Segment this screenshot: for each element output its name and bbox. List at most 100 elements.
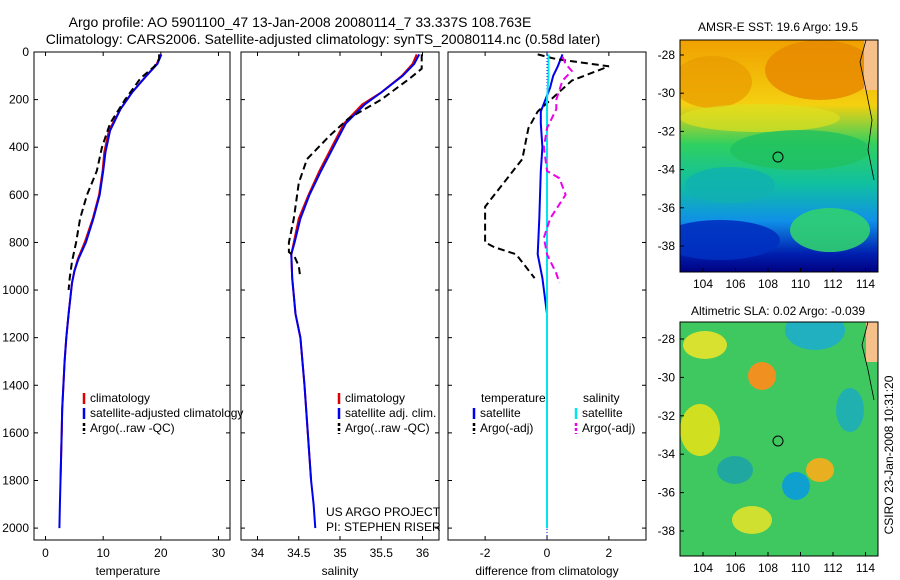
- difference-xtick-label: 0: [544, 546, 551, 560]
- difference-xlabel: difference from climatology: [475, 564, 618, 578]
- difference-xtick-label: 2: [606, 546, 613, 560]
- sla-high-2: [748, 362, 776, 390]
- sla-map-field: [680, 322, 878, 556]
- sst-lon-label: 112: [823, 277, 842, 291]
- sst-coastline: [859, 40, 875, 181]
- sla-map-ticks: 104 106 108 110 112 114 -28 -30 -32 -34 -36 -38: [658, 332, 876, 575]
- temperature-legend-item: satellite-adjusted climatology: [90, 406, 243, 420]
- temperature-plot-frame: [33, 51, 231, 541]
- sla-map-panel: Altimetric SLA: 0.02 Argo: -0.039 104 106…: [658, 304, 879, 575]
- temperature-ytick-label: 1000: [2, 283, 29, 297]
- difference-legend-item: Argo(-adj): [480, 421, 533, 435]
- sla-map-title: Altimetric SLA: 0.02 Argo: -0.039: [691, 304, 865, 318]
- sla-high-3: [680, 404, 720, 456]
- sla-high-4: [806, 458, 834, 482]
- temperature-ytick-label: 1200: [2, 331, 29, 345]
- sst-lon-label: 106: [725, 277, 745, 291]
- sst-argo-marker: [772, 151, 784, 163]
- figure-title-line2: Climatology: CARS2006. Satellite-adjuste…: [46, 31, 601, 47]
- sst-map-frame: [679, 39, 879, 273]
- sla-argo-marker: [772, 435, 784, 447]
- salinity-series-sat: [290, 53, 421, 529]
- pi-annotation: PI: STEPHEN RISER: [326, 520, 441, 534]
- temperature-ytick-label: 800: [9, 235, 29, 249]
- temperature-ytick-label: 1600: [2, 426, 29, 440]
- salinity-axes: 34 34.5 35 35.5 36: [241, 51, 439, 560]
- difference-legend-header: salinity: [583, 391, 620, 405]
- sst-yellow-band: [680, 104, 840, 132]
- sst-map-ticks: 104 106 108 110 112 114 -28 -30 -32 -34 -36 -38: [658, 48, 876, 291]
- temperature-xtick-label: 20: [154, 546, 168, 560]
- difference-legend: temperaturesatelliteArgo(-adj)salinitysa…: [472, 391, 635, 435]
- temperature-ytick-label: 200: [9, 93, 29, 107]
- sst-lon-label: 108: [758, 277, 778, 291]
- sla-low-1: [785, 322, 845, 350]
- temperature-axes: 0 10 20 30 0 200 400 600 800 1000 1200 1400 1600 1800…: [2, 45, 230, 560]
- sla-lon-label: 108: [758, 561, 778, 575]
- sla-low-2: [782, 472, 810, 500]
- temperature-xtick-label: 10: [96, 546, 110, 560]
- sst-cool-eddy: [685, 167, 775, 203]
- difference-series-argo: [484, 53, 610, 279]
- sst-lat-label: -34: [658, 163, 676, 177]
- sst-warm-core: [765, 40, 875, 100]
- sla-lat-label: -38: [658, 524, 676, 538]
- temperature-series-argo: [67, 54, 161, 291]
- sla-high-5: [732, 506, 772, 534]
- difference-legend-item: Argo(-adj): [582, 421, 635, 435]
- sla-land-strip: [866, 322, 878, 362]
- sst-map-panel: AMSR-E SST: 19.6 Argo: 19.5 104 106 108 110…: [658, 20, 879, 291]
- sla-lon-label: 106: [725, 561, 745, 575]
- sst-lon-label: 114: [856, 277, 875, 291]
- salinity-xtick-label: 35.5: [370, 546, 394, 560]
- temperature-legend-item: climatology: [90, 391, 150, 405]
- salinity-xtick-label: 35: [333, 546, 347, 560]
- temperature-ytick-label: 1800: [2, 473, 29, 487]
- salinity-legend-item: climatology: [345, 391, 405, 405]
- sla-low-4: [836, 388, 864, 432]
- figure-title-line1: Argo profile: AO 5901100_47 13-Jan-2008 …: [69, 14, 532, 30]
- project-annotation: US ARGO PROJECT: [326, 505, 441, 519]
- sla-map-frame: [679, 321, 879, 557]
- temperature-series-sat: [58, 54, 163, 529]
- difference-legend-item: satellite: [582, 406, 623, 420]
- sst-lon-label: 104: [693, 277, 713, 291]
- temperature-ytick-label: 400: [9, 140, 29, 154]
- salinity-xlabel: salinity: [322, 564, 359, 578]
- sst-lat-label: -28: [658, 48, 676, 62]
- difference-series-sat_sal: [546, 54, 550, 529]
- sst-green-patch: [790, 208, 870, 252]
- temperature-xlabel: temperature: [96, 564, 161, 578]
- temperature-ytick-label: 1400: [2, 378, 29, 392]
- temperature-ytick-label: 2000: [2, 521, 29, 535]
- difference-series-argo_sal: [542, 56, 574, 284]
- sst-land-strip: [864, 40, 878, 90]
- sla-lat-label: -36: [658, 486, 676, 500]
- sla-lon-label: 110: [791, 561, 810, 575]
- salinity-xtick-label: 34.5: [287, 546, 311, 560]
- sst-lat-label: -38: [658, 239, 676, 253]
- sst-map-field: [680, 40, 878, 272]
- sla-high-1: [683, 331, 727, 359]
- salinity-legend-item: satellite adj. clim.: [345, 406, 436, 420]
- sst-lat-label: -30: [658, 86, 676, 100]
- salinity-xtick-label: 36: [416, 546, 430, 560]
- temperature-legend-item: Argo(..raw -QC): [90, 421, 175, 435]
- temperature-ytick-label: 600: [9, 188, 29, 202]
- sst-lat-label: -36: [658, 201, 676, 215]
- sla-coastline: [861, 322, 875, 401]
- difference-legend-header: temperature: [481, 391, 546, 405]
- temperature-ytick-label: 0: [22, 45, 29, 59]
- sla-lat-label: -32: [658, 409, 676, 423]
- temperature-panel: 0 10 20 30 0 200 400 600 800 1000 1200 1400 1600 1800…: [2, 45, 243, 578]
- sla-lon-label: 112: [823, 561, 842, 575]
- temperature-xtick-label: 30: [212, 546, 226, 560]
- sla-lat-label: -30: [658, 370, 676, 384]
- sst-lon-label: 110: [791, 277, 810, 291]
- difference-legend-item: satellite: [480, 406, 521, 420]
- salinity-lines: [287, 53, 423, 529]
